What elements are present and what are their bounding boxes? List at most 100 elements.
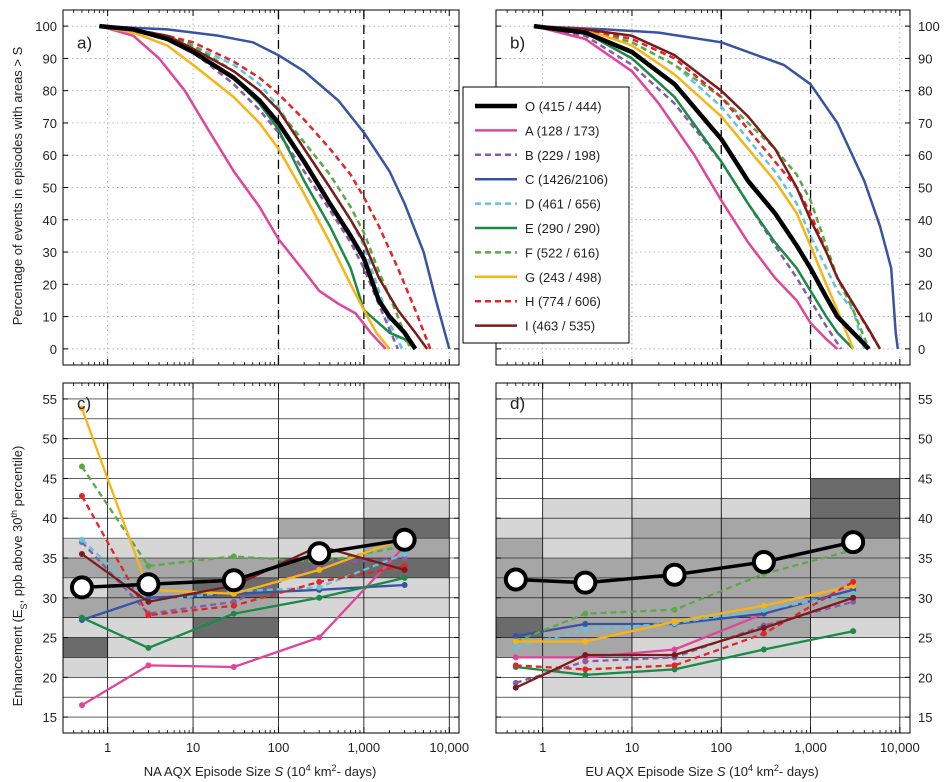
x-tick-label: 100 xyxy=(268,740,290,755)
series-c-line xyxy=(533,24,900,350)
series-o-point xyxy=(69,575,94,600)
series-a-point xyxy=(512,654,519,661)
series-e-point xyxy=(230,610,237,617)
shade-cell xyxy=(107,617,194,638)
series-o-point xyxy=(136,572,161,597)
shade-cell xyxy=(496,538,543,558)
panel-label: a) xyxy=(77,34,92,53)
shade-cell xyxy=(810,498,900,519)
x-axis-label-right: EU AQX Episode Size S (104 km2- days) xyxy=(585,763,818,779)
shade-cell xyxy=(631,498,722,519)
x-tick-label: 10 xyxy=(186,740,200,755)
y-tick-label-left: 55 xyxy=(43,392,57,407)
y-label-b1: Enhancement (E xyxy=(10,609,25,706)
y-tick-label-left: 0 xyxy=(50,342,57,357)
shade-cell xyxy=(810,518,900,539)
series-e-point xyxy=(401,574,408,581)
y-tick-label-left: 70 xyxy=(43,116,57,131)
series-h-line xyxy=(99,24,432,350)
y-tick-label-left: 30 xyxy=(43,245,57,260)
shade-cell xyxy=(363,577,450,598)
y-tick-label-right: 80 xyxy=(918,84,932,99)
series-i-point xyxy=(760,625,767,631)
y-tick-label-left: 60 xyxy=(43,148,57,163)
series-b-point xyxy=(582,658,589,665)
series-g-point xyxy=(582,638,589,645)
series-o-point xyxy=(221,568,246,593)
y-tick-label-right: 55 xyxy=(918,392,932,407)
shade-cell xyxy=(542,677,632,698)
series-f-point xyxy=(230,553,237,560)
series-a-point xyxy=(671,646,678,653)
series-i-point xyxy=(145,598,152,605)
x-tick-label: 100 xyxy=(710,740,732,755)
series-i-point xyxy=(512,684,519,691)
shade-cell xyxy=(721,498,811,519)
x-tick-label: 1 xyxy=(104,740,111,755)
y-tick-label-left: 20 xyxy=(43,277,57,292)
legend-label-c: C (1426/2106) xyxy=(525,172,608,187)
shade-cell xyxy=(496,597,543,618)
legend-label-g: G (243 / 498) xyxy=(525,270,602,285)
x-tick-label: 10 xyxy=(625,740,639,755)
shade-cell xyxy=(631,577,722,598)
y-tick-label-right: 25 xyxy=(918,631,932,646)
x-tick-label: 1,000 xyxy=(348,740,381,755)
legend-label-d: D (461 / 656) xyxy=(525,197,601,212)
legend-label-a: A (128 / 173) xyxy=(525,123,599,138)
legend-label-h: H (774 / 606) xyxy=(525,294,601,309)
legend-label-f: F (522 / 616) xyxy=(525,245,599,260)
shade-cell xyxy=(193,538,279,558)
series-i-point xyxy=(850,594,857,601)
y-tick-label-left: 50 xyxy=(43,432,57,447)
y-tick-label-left: 80 xyxy=(43,84,57,99)
shade-cell xyxy=(107,538,194,558)
y-tick-label-right: 20 xyxy=(918,670,932,685)
y-tick-label-left: 50 xyxy=(43,181,57,196)
series-a-line xyxy=(533,24,839,350)
series-c-point xyxy=(512,632,519,639)
series-o-point xyxy=(307,541,332,566)
series-e-point xyxy=(760,646,767,653)
legend: O (415 / 444) A (128 / 173) B (229 / 198) C… xyxy=(462,86,630,344)
series-i-point xyxy=(78,551,85,558)
series-o-line xyxy=(99,23,418,351)
shade-cell xyxy=(631,538,722,558)
series-e-line xyxy=(533,24,854,350)
shade-cell xyxy=(63,558,108,578)
series-g-point xyxy=(78,405,85,412)
y-label-b3: percentile) xyxy=(10,446,25,510)
series-e-point xyxy=(78,614,85,621)
y-tick-label-right: 15 xyxy=(918,710,932,725)
shade-cell xyxy=(542,538,632,558)
series-g-point xyxy=(230,590,237,597)
y-tick-label-right: 10 xyxy=(918,310,932,325)
series-h-point xyxy=(78,492,85,499)
series-d-point xyxy=(78,536,85,543)
shade-cell xyxy=(810,617,900,638)
series-g-point xyxy=(671,618,678,625)
y-tick-label-right: 40 xyxy=(918,511,932,526)
series-d-line xyxy=(533,24,866,350)
y-tick-label-left: 30 xyxy=(43,591,57,606)
series-f-point xyxy=(671,606,678,613)
series-f-point xyxy=(78,463,85,470)
y-tick-label-right: 40 xyxy=(918,213,932,228)
series-o-point xyxy=(751,549,776,574)
x-axis-label-left: NA AQX Episode Size S (104 km2- days) xyxy=(144,763,377,779)
y-tick-label-right: 50 xyxy=(918,432,932,447)
series-h-point xyxy=(850,578,857,585)
series-layer xyxy=(69,23,900,709)
y-tick-label-right: 45 xyxy=(918,471,932,486)
y-tick-label-right: 20 xyxy=(918,277,932,292)
series-a-point xyxy=(230,663,237,670)
series-h-point xyxy=(671,662,678,669)
series-d-point xyxy=(401,551,408,558)
shade-cell xyxy=(810,478,900,499)
y-tick-label-left: 90 xyxy=(43,51,57,66)
x-tick-label: 1,000 xyxy=(794,740,827,755)
series-e-point xyxy=(850,628,857,635)
shade-cell xyxy=(542,498,632,519)
series-a-line xyxy=(99,24,387,350)
